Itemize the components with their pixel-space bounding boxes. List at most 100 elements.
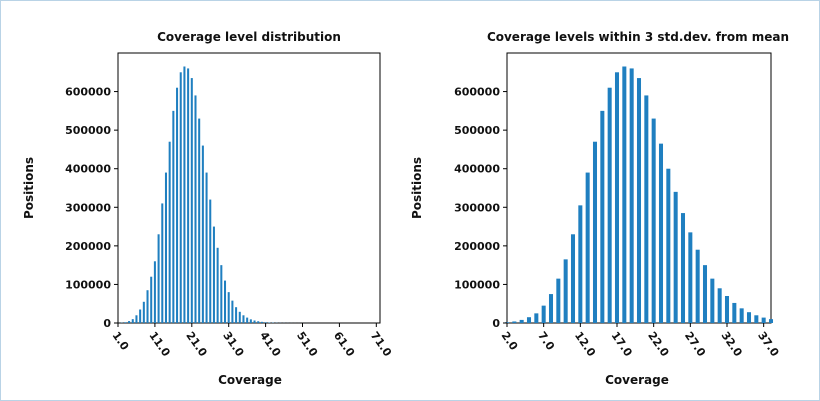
chart-1-bar	[600, 110, 605, 323]
chart-0-bar	[150, 276, 153, 323]
chart-1-bar	[739, 308, 744, 323]
y-tick-label: 100000	[454, 278, 500, 291]
chart-0-bar	[205, 172, 208, 323]
chart-1-bar	[526, 317, 532, 323]
y-tick-label: 300000	[454, 201, 500, 214]
chart-left-y-ticks: 0 100000 200000 300000 400000 500000 600000	[65, 86, 118, 330]
chart-1-bar	[592, 141, 598, 323]
chart-0-bar	[142, 301, 145, 323]
chart-1-bar	[534, 313, 539, 323]
chart-left-x-ticks: 1.0 11.0 21.0 31.0 41.0 51.0 61.0 71.0	[110, 323, 394, 359]
x-tick-label: 12.0	[572, 329, 598, 359]
y-tick-label: 0	[103, 317, 111, 330]
chart-0-bar	[235, 307, 238, 323]
y-tick-label: 300000	[65, 201, 111, 214]
chart-left-x-axis-label: Coverage	[218, 373, 282, 387]
y-tick-label: 0	[492, 317, 500, 330]
x-tick-label: 2.0	[499, 329, 521, 353]
chart-0-bar	[249, 319, 252, 323]
x-tick-label: 21.0	[183, 329, 209, 359]
chart-right-x-axis-label: Coverage	[605, 373, 669, 387]
chart-0-bar	[146, 290, 149, 323]
chart-1-bar	[519, 319, 524, 323]
chart-0-bar	[131, 319, 134, 323]
chart-0-bar	[190, 78, 193, 323]
chart-1-bar	[607, 87, 612, 324]
chart-1-bar	[578, 205, 583, 323]
y-tick-label: 200000	[65, 240, 111, 253]
chart-0-bar	[220, 265, 223, 323]
chart-0-bar	[194, 95, 197, 324]
chart-1-bar	[658, 143, 664, 323]
chart-1-bar	[717, 288, 722, 323]
x-tick-label: 7.0	[535, 329, 557, 353]
chart-left: Coverage level distribution 0 100000 20000…	[22, 30, 394, 387]
y-tick-label: 600000	[454, 86, 500, 99]
chart-1-bar	[563, 259, 568, 323]
chart-0-bar	[224, 280, 227, 323]
x-tick-label: 31.0	[220, 329, 246, 359]
chart-1-bar	[710, 278, 715, 323]
chart-0-bar	[161, 203, 164, 323]
chart-right-title: Coverage levels within 3 std.dev. from m…	[487, 30, 789, 44]
chart-0-bar	[227, 292, 230, 323]
chart-1-bar	[548, 294, 554, 323]
chart-1-bar	[732, 302, 737, 323]
chart-1-bar	[512, 321, 517, 323]
x-tick-label: 17.0	[609, 329, 635, 359]
x-tick-label: 71.0	[368, 329, 394, 359]
chart-0-bar	[135, 315, 138, 323]
chart-right-x-ticks: 2.0 7.0 12.0 17.0 22.0 27.0 32.0 37.0	[499, 323, 782, 359]
chart-1-bar	[768, 319, 774, 323]
chart-0-bar	[260, 321, 263, 323]
chart-0-bar	[157, 234, 160, 323]
x-tick-label: 1.0	[110, 329, 132, 353]
chart-left-title: Coverage level distribution	[157, 30, 341, 44]
chart-right-bars	[504, 66, 774, 324]
chart-0-bar	[209, 199, 212, 323]
chart-right-y-axis-label: Positions	[410, 157, 424, 219]
chart-left-plot-frame	[117, 52, 381, 324]
y-tick-label: 400000	[65, 163, 111, 176]
chart-0-bar	[124, 322, 127, 323]
chart-0-bar	[164, 172, 167, 323]
y-tick-label: 400000	[454, 163, 500, 176]
chart-1-bar	[585, 172, 590, 323]
chart-1-bar	[724, 296, 730, 323]
chart-1-bar	[636, 78, 642, 323]
x-tick-label: 51.0	[294, 329, 320, 359]
chart-0-bar	[242, 315, 245, 323]
chart-0-bar	[231, 300, 234, 323]
chart-1-bar	[541, 305, 546, 323]
chart-1-bar	[680, 213, 686, 323]
chart-right: Coverage levels within 3 std.dev. from m…	[410, 30, 789, 387]
chart-1-bar	[761, 317, 766, 323]
chart-1-bar	[673, 191, 678, 323]
chart-0-bar	[201, 145, 204, 323]
chart-1-bar	[556, 278, 561, 323]
chart-1-bar	[666, 168, 671, 323]
y-tick-label: 100000	[65, 278, 111, 291]
chart-1-bar	[629, 68, 634, 324]
y-tick-label: 600000	[65, 86, 111, 99]
chart-0-bar	[238, 311, 241, 323]
chart-0-bar	[216, 247, 219, 323]
chart-0-bar	[179, 72, 182, 323]
chart-0-bar	[268, 322, 271, 323]
chart-0-bar	[139, 309, 142, 323]
chart-0-bar	[183, 66, 186, 323]
chart-0-bar	[168, 141, 171, 323]
x-tick-label: 61.0	[331, 329, 357, 359]
chart-1-bar	[702, 265, 708, 323]
chart-right-y-ticks: 0 100000 200000 300000 400000 500000 600000	[454, 86, 507, 330]
y-tick-label: 500000	[65, 124, 111, 137]
chart-left-y-axis-label: Positions	[22, 157, 36, 219]
chart-0-bar	[212, 226, 215, 323]
x-tick-label: 11.0	[146, 329, 172, 359]
chart-1-bar	[688, 232, 693, 323]
chart-1-bar	[695, 249, 700, 323]
chart-0-bar	[253, 320, 256, 323]
y-tick-label: 200000	[454, 240, 500, 253]
